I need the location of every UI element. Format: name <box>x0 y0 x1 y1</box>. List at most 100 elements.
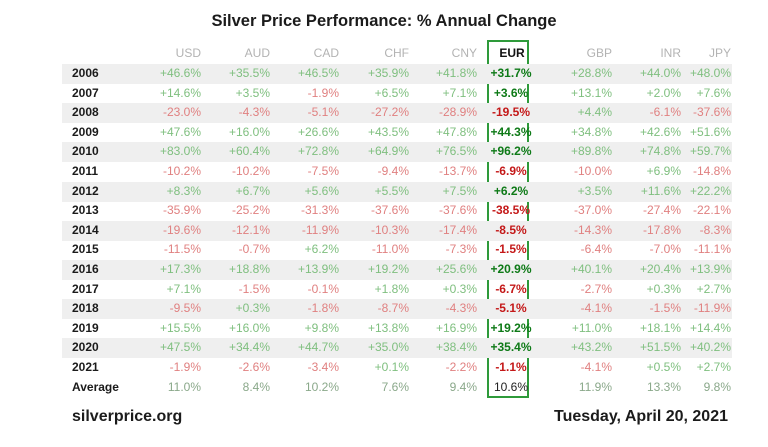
column-header-jpy: JPY <box>708 46 731 60</box>
table-cell: +9.8% <box>304 320 339 335</box>
table-cell: -2.6% <box>238 360 270 374</box>
table-cell: -7.5% <box>307 164 339 178</box>
column-header-aud: AUD <box>244 46 270 60</box>
table-cell: +13.1% <box>570 85 612 100</box>
table-cell: -25.2% <box>231 203 270 218</box>
table-cell: -11.0% <box>371 242 409 257</box>
row-label: 2010 <box>72 144 99 159</box>
table-cell: +2.7% <box>696 360 731 374</box>
table-cell: -35.9% <box>162 203 201 218</box>
row-shading <box>62 299 732 320</box>
table-cell: +0.1% <box>374 360 409 374</box>
table-cell: +47.5% <box>159 340 201 355</box>
table-cell: +5.6% <box>304 183 339 198</box>
table-cell: -37.6% <box>438 203 477 218</box>
table-cell: +76.5% <box>435 144 477 159</box>
table-cell: +22.2% <box>689 183 731 198</box>
table-cell: +13.9% <box>689 262 731 276</box>
table-cell: +16.0% <box>228 124 270 139</box>
table-cell: +28.8% <box>570 66 612 80</box>
table-cell: -2.2% <box>445 360 477 374</box>
table-cell: +46.5% <box>297 66 339 80</box>
table-cell: +14.4% <box>689 320 731 335</box>
column-header-inr: INR <box>660 46 681 60</box>
table-cell: +0.3% <box>442 281 477 296</box>
table-cell: -8.3% <box>699 222 731 237</box>
table-cell: +6.2% <box>493 183 529 198</box>
table-cell: +16.0% <box>228 320 270 335</box>
table-cell: -8.5% <box>495 222 527 237</box>
table-cell: -31.3% <box>300 203 339 218</box>
table-cell: +43.2% <box>570 340 612 355</box>
table-cell: -1.1% <box>495 360 527 374</box>
table-cell: -10.2% <box>231 164 270 178</box>
table-cell: +7.5% <box>442 183 477 198</box>
table-cell: -4.3% <box>238 105 270 120</box>
table-cell: 11.0% <box>167 379 201 394</box>
table-cell: -28.9% <box>438 105 477 120</box>
table-cell: -10.0% <box>573 164 612 178</box>
table-cell: -4.1% <box>580 301 612 316</box>
table-cell: -27.2% <box>370 105 409 120</box>
row-label: 2020 <box>72 340 99 355</box>
table-cell: +47.8% <box>435 124 477 139</box>
table-cell: +11.6% <box>640 183 681 198</box>
table-cell: -6.4% <box>580 242 612 257</box>
table-cell: -7.3% <box>445 242 477 257</box>
table-cell: +3.5% <box>235 85 270 100</box>
column-header-cny: CNY <box>451 46 477 60</box>
table-cell: +18.8% <box>228 262 270 276</box>
table-cell: -38.5% <box>491 203 531 218</box>
table-cell: +59.7% <box>689 144 731 159</box>
column-header-eur: EUR <box>499 46 525 60</box>
table-cell: +41.8% <box>435 66 477 80</box>
table-cell: +44.7% <box>297 340 339 355</box>
table-cell: +51.5% <box>639 340 681 355</box>
table-cell: -2.7% <box>580 281 612 296</box>
column-header-usd: USD <box>175 46 201 60</box>
table-cell: +40.2% <box>689 340 731 355</box>
table-cell: 7.6% <box>381 379 409 394</box>
table-cell: +35.0% <box>367 340 409 355</box>
row-label: 2019 <box>72 320 99 335</box>
table-cell: +1.8% <box>374 281 409 296</box>
table-cell: +72.8% <box>297 144 339 159</box>
table-cell: -6.1% <box>649 105 681 120</box>
table-cell: +83.0% <box>159 144 201 159</box>
table-cell: -17.8% <box>642 222 681 237</box>
table-cell: +15.5% <box>159 320 201 335</box>
table-cell: +4.4% <box>577 105 612 120</box>
table-cell: -6.9% <box>495 164 527 178</box>
table-cell: +20.9% <box>490 262 532 276</box>
row-shading <box>62 64 732 84</box>
table-cell: +18.1% <box>639 320 681 335</box>
table-cell: +7.6% <box>696 85 731 100</box>
table-cell: +60.4% <box>228 144 270 159</box>
table-cell: -10.3% <box>370 222 409 237</box>
table-cell: +0.3% <box>235 301 270 316</box>
table-cell: -8.7% <box>377 301 409 316</box>
table-cell: -11.9% <box>301 222 339 237</box>
table-cell: -22.1% <box>692 203 731 218</box>
table-cell: +7.1% <box>166 281 201 296</box>
row-label: 2008 <box>72 105 99 120</box>
table-cell: 10.2% <box>304 379 339 394</box>
table-cell: +35.5% <box>228 66 270 80</box>
table-cell: +13.9% <box>297 262 339 276</box>
table-cell: -13.7% <box>438 164 477 178</box>
table-cell: +51.6% <box>689 124 731 139</box>
table-cell: +6.2% <box>304 242 339 257</box>
table-cell: +5.5% <box>374 183 409 198</box>
table-cell: -0.1% <box>307 281 339 296</box>
table-cell: +19.2% <box>490 320 532 335</box>
chart-title: Silver Price Performance: % Annual Chang… <box>211 12 557 30</box>
table-cell: +6.5% <box>374 85 409 100</box>
row-label: 2016 <box>72 262 99 276</box>
row-label: 2021 <box>72 360 99 374</box>
table-cell: -1.9% <box>307 85 339 100</box>
table-cell: -27.4% <box>642 203 681 218</box>
table-cell: -23.0% <box>162 105 201 120</box>
table-cell: 8.4% <box>242 379 270 394</box>
table-cell: +38.4% <box>435 340 477 355</box>
row-label: 2009 <box>72 124 99 139</box>
